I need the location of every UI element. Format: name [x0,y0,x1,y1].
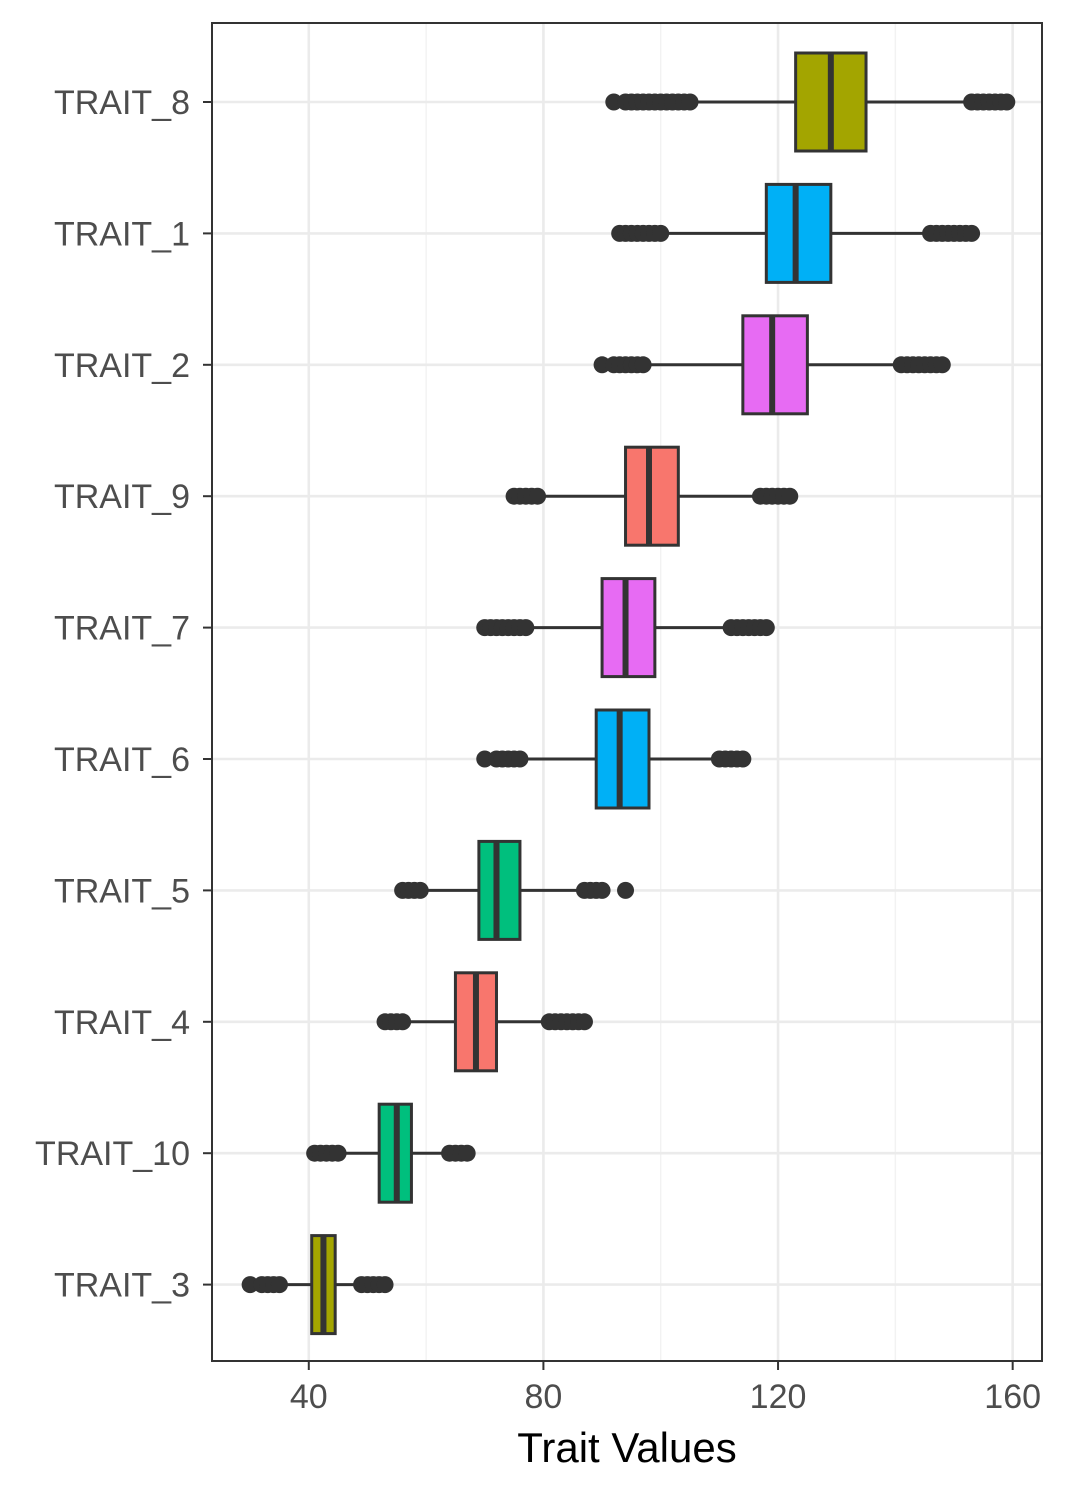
x-axis-title: Trait Values [517,1424,736,1471]
outlier-point [270,1276,288,1294]
outlier-point [476,750,494,768]
x-axis: 40 80 120 160 [290,1361,1041,1416]
plot-panel-background [212,23,1042,1361]
box-trait-2 [593,314,951,416]
outlier-point [575,1013,593,1031]
boxes [241,51,1016,1336]
outlier-point [411,881,429,899]
box-trait-5 [394,839,635,941]
box-trait-4 [376,971,593,1073]
grid-minor [425,23,897,1361]
y-tick-label: TRAIT_4 [54,1004,190,1042]
outlier-point [757,619,775,637]
x-tick-label: 160 [984,1378,1041,1416]
outlier-point [241,1276,259,1294]
box-trait-9 [505,445,799,547]
y-tick-label: TRAIT_1 [54,215,190,253]
y-tick-label: TRAIT_2 [54,347,190,385]
outlier-point [681,93,699,111]
x-tick-label: 40 [290,1378,328,1416]
outlier-point [652,224,670,242]
box-trait-7 [476,577,775,679]
outlier-point [781,487,799,505]
outlier-point [329,1144,347,1162]
box-trait-8 [605,51,1016,153]
y-axis: TRAIT_8 TRAIT_1 TRAIT_2 TRAIT_9 TRAIT_7 TRAIT… [35,84,212,1305]
outlier-point [593,356,611,374]
outlier-point [963,224,981,242]
outlier-point [617,881,635,899]
outlier-point [511,750,529,768]
y-tick-label: TRAIT_3 [54,1267,190,1305]
box-trait-10 [306,1102,476,1204]
y-tick-label: TRAIT_8 [54,84,190,122]
box-trait-6 [476,708,752,810]
y-tick-label: TRAIT_7 [54,610,190,648]
outlier-point [593,881,611,899]
y-tick-label: TRAIT_10 [35,1135,190,1173]
outlier-point [933,356,951,374]
plot-panel-border [211,22,1043,1362]
outlier-point [998,93,1016,111]
box-trait-1 [611,182,981,284]
outlier-point [376,1276,394,1294]
y-tick-label: TRAIT_9 [54,478,190,516]
outlier-point [529,487,547,505]
y-tick-label: TRAIT_6 [54,741,190,779]
outlier-point [605,93,623,111]
outlier-point [458,1144,476,1162]
outlier-point [634,356,652,374]
y-tick-label: TRAIT_5 [54,872,190,910]
outlier-point [394,1013,412,1031]
outlier-point [517,619,535,637]
box-trait-3 [241,1234,394,1336]
x-tick-label: 120 [750,1378,807,1416]
outlier-point [734,750,752,768]
x-tick-label: 80 [524,1378,562,1416]
